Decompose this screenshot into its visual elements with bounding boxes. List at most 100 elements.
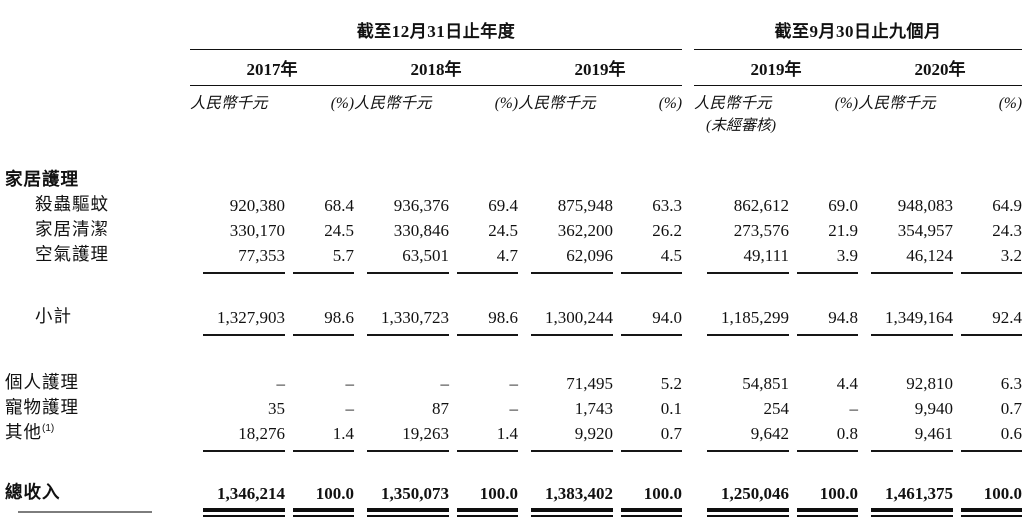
rule-cell: [354, 444, 449, 457]
cell-amount: 87: [432, 399, 449, 418]
rule-cell: [694, 504, 789, 519]
cell-percent: –: [509, 399, 519, 418]
cell-amount: 92,810: [906, 374, 953, 393]
group-gap: [682, 86, 694, 136]
rule-line: [457, 334, 518, 336]
group-gap: [682, 419, 694, 444]
unit-label: 人民幣千元: [858, 95, 936, 112]
cell-percent: 0.1: [660, 399, 682, 418]
unit-header-row: 人民幣千元 (%) 人民幣千元 (%) 人民幣千元 (%) 人民幣千元: [5, 86, 1022, 136]
rule-blank: [5, 444, 190, 457]
empty-cells: [190, 165, 1022, 191]
period-group-header-row: 截至12月31日止年度 截至9月30日止九個月: [5, 8, 1022, 50]
table-row: 個人護理 – – – – 71,495 5.2 54,851 4.4 92,810 6.3: [5, 369, 1022, 394]
rule-line: [707, 334, 789, 336]
row-label: 家居清潔: [35, 219, 109, 239]
unit-label: 人民幣千元: [190, 95, 268, 112]
rule-line: [797, 334, 858, 336]
cell-amount: 1,300,244: [545, 308, 613, 327]
rule-cell: [354, 504, 449, 519]
rule-line: [621, 450, 682, 452]
rule-cell: [789, 328, 858, 341]
rule-line: [531, 272, 613, 274]
group-gap: [682, 303, 694, 328]
double-rule-line: [293, 508, 354, 517]
spacer-row: [5, 135, 1022, 165]
cell-amount: 948,083: [897, 196, 953, 215]
group-header-nine-months: 截至9月30日止九個月: [694, 8, 1022, 50]
cell-amount: 9,920: [574, 424, 613, 443]
rule-cell: [789, 504, 858, 519]
row-label: 寵物護理: [5, 397, 79, 417]
table-row: 家居清潔 330,170 24.5 330,846 24.5 362,200 26.2 273…: [5, 216, 1022, 241]
rule-line: [961, 272, 1022, 274]
year-header-2020-9m: 2020年: [858, 49, 1022, 86]
rule-cell: [953, 504, 1022, 519]
rule-line: [293, 450, 354, 452]
rule-cell: [518, 444, 613, 457]
double-rule-line: [797, 508, 858, 517]
spacer-cell: [5, 457, 1022, 479]
cell-amount: 9,940: [914, 399, 953, 418]
cell-percent: –: [345, 374, 355, 393]
rule-cell: [858, 504, 953, 519]
group-gap: [682, 8, 694, 50]
group-gap: [682, 369, 694, 394]
rule-cell: [354, 328, 449, 341]
cell-amount: 71,495: [566, 374, 613, 393]
year-header-2019-9m: 2019年: [694, 49, 858, 86]
cell-percent: 6.3: [1000, 374, 1022, 393]
rule-cell: [449, 328, 518, 341]
rule-cell: [449, 444, 518, 457]
group-gap: [682, 479, 694, 504]
cell-amount: 46,124: [906, 246, 953, 265]
double-rule-line: [707, 508, 789, 517]
corner-blank: [5, 8, 190, 50]
cell-percent: 94.8: [828, 308, 858, 327]
rule-cell: [449, 504, 518, 519]
rule-line: [457, 272, 518, 274]
year-header-2019: 2019年: [518, 49, 682, 86]
rule-cell: [285, 444, 354, 457]
rule-line: [367, 334, 449, 336]
rule-line: [457, 450, 518, 452]
row-label: 家居護理: [5, 169, 79, 189]
cell-percent: 100.0: [819, 484, 858, 503]
spacer-row: [5, 341, 1022, 369]
rule-cell: [858, 328, 953, 341]
footnote-separator-line: [18, 511, 152, 513]
cell-amount: 63,501: [402, 246, 449, 265]
cell-amount: 62,096: [566, 246, 613, 265]
rule-line: [871, 450, 953, 452]
cell-percent: 3.2: [1000, 246, 1022, 265]
rule-cell: [613, 328, 682, 341]
double-rule-line: [871, 508, 953, 517]
pct-label: (%): [998, 95, 1022, 112]
table-row: 其他(1) 18,276 1.4 19,263 1.4 9,920 0.7 9,642 0.8 9…: [5, 419, 1022, 444]
cell-percent: 1.4: [496, 424, 518, 443]
rule-line: [961, 334, 1022, 336]
cell-percent: 92.4: [992, 308, 1022, 327]
group-gap: [682, 394, 694, 419]
cell-amount: 1,383,402: [545, 484, 613, 503]
rule-cell: [613, 266, 682, 279]
cell-amount: 9,461: [914, 424, 953, 443]
group-gap: [682, 444, 694, 457]
table-row: 小計 1,327,903 98.6 1,330,723 98.6 1,300,244 94.…: [5, 303, 1022, 328]
rule-line: [293, 334, 354, 336]
cell-percent: 4.5: [660, 246, 682, 265]
unit-label: 人民幣千元: [518, 95, 596, 112]
rule-line: [203, 450, 285, 452]
cell-percent: 100.0: [479, 484, 518, 503]
unit-label: 人民幣千元: [354, 95, 432, 112]
pct-label: (%): [834, 95, 858, 112]
cell-amount: 9,642: [750, 424, 789, 443]
cell-amount: 19,263: [402, 424, 449, 443]
pct-label: (%): [494, 95, 518, 112]
group-gap: [682, 216, 694, 241]
cell-amount: 273,576: [733, 221, 789, 240]
cell-amount: 35: [268, 399, 285, 418]
row-label: 其他(1): [5, 422, 55, 442]
cell-amount: 1,461,375: [885, 484, 953, 503]
